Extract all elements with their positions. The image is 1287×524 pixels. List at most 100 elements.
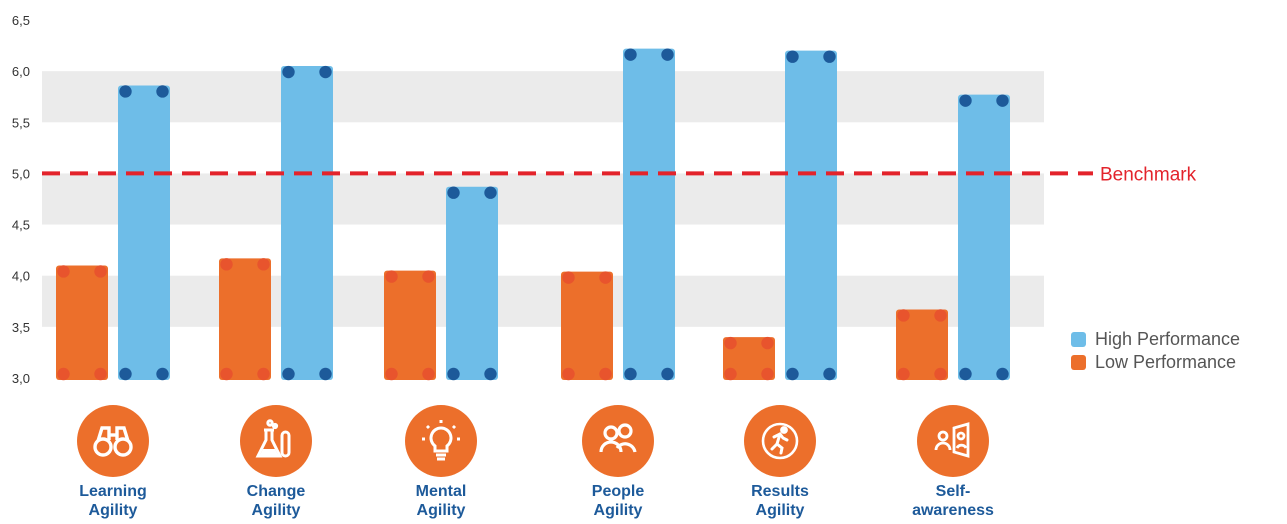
bar-corner-dot — [823, 50, 836, 63]
bar-corner-dot — [422, 367, 435, 381]
legend-swatch-low — [1071, 354, 1086, 370]
mirror-icon — [917, 405, 989, 477]
category-label: Results Agility — [720, 482, 840, 520]
binoculars-icon — [77, 405, 149, 477]
y-tick-label: 4,0 — [12, 269, 30, 284]
legend-label-high: High Performance — [1095, 328, 1241, 349]
category-label: Change Agility — [216, 482, 336, 520]
bar-corner-dot — [156, 367, 169, 381]
grid-band — [42, 71, 1044, 123]
grid-band — [42, 173, 1044, 225]
bar-corner-dot — [282, 367, 295, 381]
bar-corner-dot — [661, 48, 674, 61]
category-label-line2: Agility — [88, 502, 138, 519]
bar-corner-dot — [385, 367, 398, 381]
bar-corner-dot — [257, 258, 270, 271]
category-label: People Agility — [558, 482, 678, 520]
y-tick-label: 6,0 — [12, 64, 30, 79]
bar-corner-dot — [786, 367, 799, 381]
bar-high — [623, 48, 675, 380]
category-mental-agility: Mental Agility — [381, 405, 501, 520]
bar-corner-dot — [119, 85, 132, 98]
category-label-line2: Agility — [755, 502, 805, 519]
bar-corner-dot — [94, 367, 107, 381]
bar-corner-dot — [57, 265, 70, 278]
bar-high — [281, 66, 333, 381]
bar-corner-dot — [786, 50, 799, 63]
y-tick-label: 3,5 — [12, 320, 30, 335]
category-label-line1: Results — [751, 483, 809, 500]
people-icon — [582, 405, 654, 477]
bar-corner-dot — [319, 65, 332, 79]
y-tick-label: 3,0 — [12, 371, 30, 386]
bar-corner-dot — [447, 367, 460, 381]
bar-corner-dot — [422, 270, 435, 283]
bar-low — [896, 309, 948, 380]
category-label-line2: Agility — [593, 502, 643, 519]
legend-item-high: High Performance — [1071, 328, 1240, 350]
benchmark-label: Benchmark — [1100, 164, 1197, 185]
bar-corner-dot — [959, 367, 972, 381]
y-axis-ticks: 3,0 3,5 4,0 4,5 5,0 5,5 6,0 6,5 — [12, 13, 30, 386]
bar-corner-dot — [447, 186, 460, 199]
bar-high — [446, 186, 498, 380]
category-self-awareness: Self- awareness — [893, 405, 1013, 520]
y-tick-label: 5,0 — [12, 166, 30, 181]
bar-corner-dot — [996, 367, 1009, 381]
bar-corner-dot — [934, 367, 947, 381]
bar-low — [723, 337, 775, 380]
bar-corner-dot — [156, 85, 169, 98]
bar-corner-dot — [484, 186, 497, 199]
bar-corner-dot — [897, 309, 910, 322]
category-label-line1: Mental — [415, 483, 467, 500]
bar-corner-dot — [319, 367, 332, 381]
category-label-line1: Learning — [79, 483, 147, 500]
benchmark-line-group: Benchmark — [42, 164, 1197, 185]
category-people-agility: People Agility — [558, 405, 678, 520]
legend: High Performance Low Performance — [1071, 328, 1240, 374]
bar-corner-dot — [823, 367, 836, 381]
bar-low — [561, 271, 613, 380]
category-label-line2: Agility — [251, 502, 301, 519]
grid-bands — [42, 71, 1044, 327]
bar-corner-dot — [624, 48, 637, 61]
category-label-line1: Self- — [935, 483, 971, 500]
bar-corner-dot — [94, 265, 107, 278]
bar-corner-dot — [562, 367, 575, 381]
bar-corner-dot — [599, 271, 612, 284]
y-tick-label: 6,5 — [12, 13, 30, 28]
bar-corner-dot — [761, 367, 774, 381]
bar-corner-dot — [220, 258, 233, 271]
bar-high — [958, 94, 1010, 380]
bar-corner-dot — [661, 367, 674, 381]
bar-corner-dot — [599, 367, 612, 381]
category-label-line1: Change — [246, 483, 306, 500]
y-tick-label: 4,5 — [12, 218, 30, 233]
bar-corner-dot — [119, 367, 132, 381]
bar-corner-dot — [624, 367, 637, 381]
legend-item-low: Low Performance — [1071, 351, 1240, 373]
grid-band — [42, 275, 1044, 327]
bar-low — [219, 258, 271, 380]
category-label: Learning Agility — [53, 482, 173, 520]
bar-high — [118, 85, 170, 380]
category-label: Mental Agility — [381, 482, 501, 520]
bar-corner-dot — [934, 309, 947, 322]
legend-label-low: Low Performance — [1095, 351, 1237, 372]
bars — [56, 48, 1010, 381]
bar-corner-dot — [57, 367, 70, 381]
bar-corner-dot — [562, 271, 575, 284]
category-results-agility: Results Agility — [720, 405, 840, 520]
bar-corner-dot — [996, 94, 1009, 107]
category-learning-agility: Learning Agility — [53, 405, 173, 520]
bar-corner-dot — [724, 336, 737, 350]
bar-corner-dot — [724, 367, 737, 381]
bar-corner-dot — [220, 367, 233, 381]
bar-corner-dot — [959, 94, 972, 107]
category-change-agility: Change Agility — [216, 405, 336, 520]
bar-high — [785, 50, 837, 380]
bar-corner-dot — [897, 367, 910, 381]
category-label-line1: People — [591, 483, 645, 500]
bar-corner-dot — [257, 367, 270, 381]
